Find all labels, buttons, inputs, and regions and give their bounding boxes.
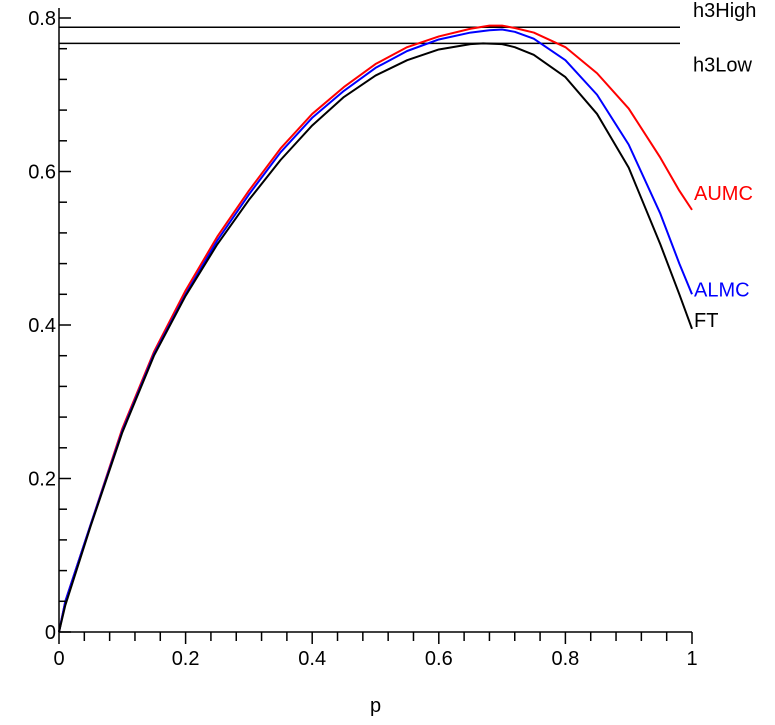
series-line-ALMC	[58, 28, 693, 633]
y-tick-label: 0.8	[28, 8, 56, 30]
series-label-AUMC: AUMC	[694, 183, 753, 205]
x-axis-label: p	[370, 695, 381, 717]
reference-lines: h3High h3Low	[59, 0, 756, 76]
ticks: 0 0.2 0.4 0.6 0.8 1 0 0.2 0.4 0.6 0.8	[28, 8, 697, 670]
y-tick-label: 0.4	[28, 315, 56, 337]
series-label-ALMC: ALMC	[694, 279, 750, 301]
hline-label-h3High: h3High	[693, 0, 756, 22]
y-tick-label: 0.2	[28, 469, 56, 491]
x-tick-label: 0.4	[298, 648, 326, 670]
hline-label-h3Low: h3Low	[693, 54, 752, 76]
series-line-FT	[58, 42, 693, 633]
series-label-FT: FT	[694, 310, 718, 332]
x-tick-label: 0.8	[551, 648, 579, 670]
x-tick-label: 0	[53, 648, 64, 670]
series-line-AUMC	[58, 24, 693, 633]
x-tick-label: 1	[686, 648, 697, 670]
x-tick-label: 0.6	[425, 648, 453, 670]
y-tick-label: 0	[45, 622, 56, 644]
x-tick-label: 0.2	[172, 648, 200, 670]
labels: p	[370, 695, 381, 717]
series-layer: AUMC ALMC FT	[58, 24, 753, 633]
y-tick-label: 0.6	[28, 162, 56, 184]
axes	[58, 8, 692, 633]
